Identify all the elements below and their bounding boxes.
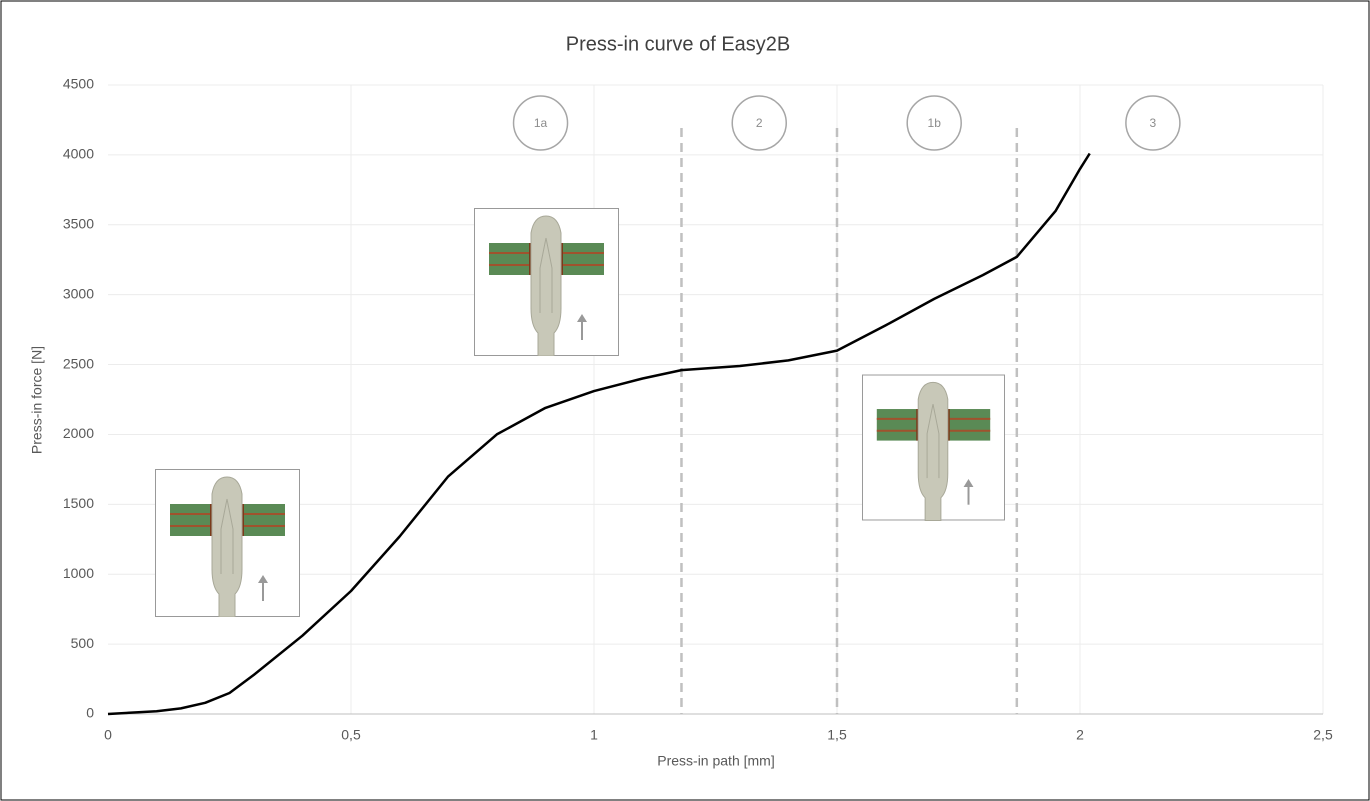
x-tick-label: 1 xyxy=(590,727,598,743)
chart-title: Press-in curve of Easy2B xyxy=(566,33,791,55)
phase-label: 2 xyxy=(756,116,763,130)
x-tick-label: 1,5 xyxy=(827,727,847,743)
x-tick-label: 0,5 xyxy=(341,727,361,743)
x-tick-label: 2 xyxy=(1076,727,1084,743)
x-tick-label: 0 xyxy=(104,727,112,743)
y-tick-label: 4000 xyxy=(63,146,94,162)
y-tick-label: 500 xyxy=(71,635,95,651)
y-tick-label: 1500 xyxy=(63,495,94,511)
phase-label: 1b xyxy=(928,116,942,130)
phase-label: 1a xyxy=(534,116,548,130)
y-tick-label: 2000 xyxy=(63,425,94,441)
y-tick-label: 4500 xyxy=(63,76,94,92)
inset-image xyxy=(156,470,300,618)
y-tick-label: 3000 xyxy=(63,285,94,301)
inset-image xyxy=(862,375,1004,520)
inset-image xyxy=(475,209,619,357)
x-axis-label: Press-in path [mm] xyxy=(657,753,774,769)
y-tick-label: 1000 xyxy=(63,565,94,581)
chart: Press-in curve of Easy2B Press-in path [… xyxy=(0,0,1370,801)
x-tick-label: 2,5 xyxy=(1313,727,1333,743)
y-tick-label: 2500 xyxy=(63,355,94,371)
y-tick-label: 0 xyxy=(86,705,94,721)
phase-label: 3 xyxy=(1150,116,1157,130)
y-axis-label: Press-in force [N] xyxy=(29,346,45,454)
y-tick-label: 3500 xyxy=(63,215,94,231)
